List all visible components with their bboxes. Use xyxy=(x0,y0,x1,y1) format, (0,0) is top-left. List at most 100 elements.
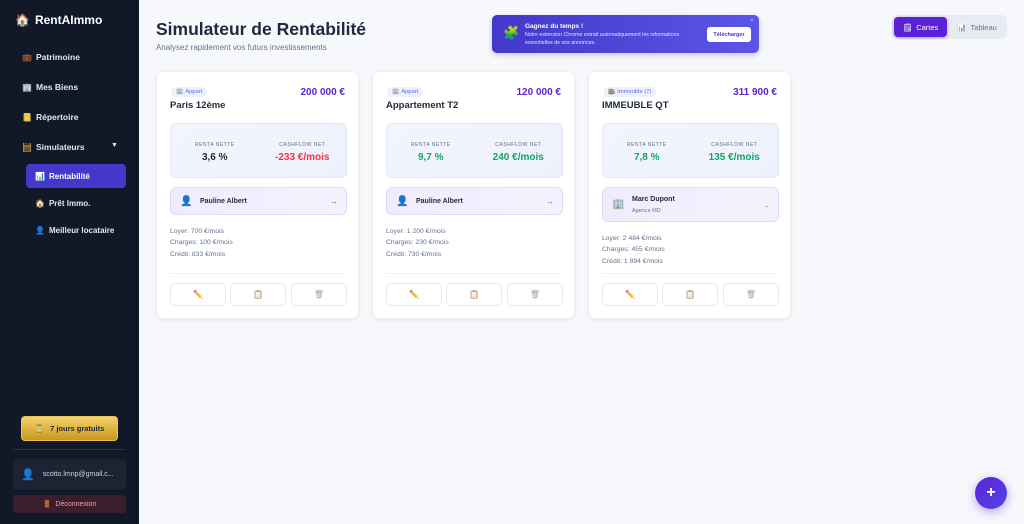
sidebar-item-label: Répertoire xyxy=(36,112,79,122)
house-icon: 🏠 xyxy=(35,198,45,208)
renta-label: RENTA NETTE xyxy=(626,142,667,148)
table-view-label: Tableau xyxy=(970,22,997,32)
door-icon: 🚪 xyxy=(42,501,52,508)
plus-icon: + xyxy=(986,484,996,501)
property-type-badge: 🏢 Appart xyxy=(171,87,208,97)
metrics-panel: RENTA NETTE 3,6 % CASHFLOW NET -233 €/mo… xyxy=(170,123,347,178)
property-type: Immeuble (7) xyxy=(617,89,652,95)
pencil-icon: ✏️ xyxy=(625,290,635,299)
user-email: scotto.lmnp@gmail.c... xyxy=(42,471,114,478)
contact-link[interactable]: 👤 Pauline Albert → xyxy=(170,187,347,215)
sidebar-item-meilleur-locataire[interactable]: 👤 Meilleur locataire xyxy=(26,218,126,242)
clipboard-icon: 📋 xyxy=(469,290,479,299)
property-type-badge: 🏢 Appart xyxy=(387,87,424,97)
renta-metric: RENTA NETTE 7,8 % xyxy=(603,124,691,177)
property-type: Appart xyxy=(401,89,419,95)
duplicate-button[interactable]: 📋 xyxy=(446,283,502,306)
briefcase-icon: 💼 xyxy=(22,52,32,62)
delete-button[interactable]: 🗑 xyxy=(291,283,347,306)
financial-details: Loyer: 1 200 €/mois Charges: 230 €/mois … xyxy=(386,226,449,260)
duplicate-button[interactable]: 📋 xyxy=(230,283,286,306)
cashflow-value: 135 €/mois xyxy=(708,152,760,163)
property-card[interactable]: 🏢 Appart 120 000 € Appartement T2 RENTA … xyxy=(372,71,575,319)
property-name: IMMEUBLE QT xyxy=(602,100,669,111)
pencil-icon: ✏️ xyxy=(409,290,419,299)
page-title: Simulateur de Rentabilité xyxy=(156,19,367,39)
property-name: Paris 12ème xyxy=(170,100,226,111)
credit: Crédit: 1 894 €/mois xyxy=(602,257,663,265)
renta-label: RENTA NETTE xyxy=(410,142,451,148)
sidebar-item-label: Patrimoine xyxy=(36,52,80,62)
close-icon[interactable]: × xyxy=(750,18,754,24)
edit-button[interactable]: ✏️ xyxy=(602,283,658,306)
free-trial-button[interactable]: ⏳ 7 jours gratuits xyxy=(21,416,118,441)
financial-details: Loyer: 2 484 €/mois Charges: 455 €/mois … xyxy=(602,233,665,267)
arrow-right-icon: → xyxy=(762,201,770,210)
cashflow-label: CASHFLOW NET xyxy=(495,142,542,148)
table-view-button[interactable]: 📊 Tableau xyxy=(951,17,1003,37)
arrow-right-icon: → xyxy=(546,197,554,206)
sidebar-item-label: Prêt Immo. xyxy=(48,198,91,208)
renta-metric: RENTA NETTE 9,7 % xyxy=(387,124,475,177)
sidebar-item-pret-immo[interactable]: 🏠 Prêt Immo. xyxy=(26,191,126,215)
building-icon: 🏬 xyxy=(608,89,616,95)
logout-button[interactable]: 🚪 Déconnexion xyxy=(13,495,126,513)
user-icon: 👤 xyxy=(35,225,45,235)
renta-label: RENTA NETTE xyxy=(194,142,235,148)
renta-metric: RENTA NETTE 3,6 % xyxy=(171,124,259,177)
card-divider xyxy=(602,273,779,274)
building-icon: 🏢 xyxy=(392,89,400,95)
contact-link[interactable]: 🏢 Marc Dupont Agence MD → xyxy=(602,187,779,222)
property-name: Appartement T2 xyxy=(386,100,459,111)
property-card[interactable]: 🏬 Immeuble (7) 311 900 € IMMEUBLE QT REN… xyxy=(588,71,791,319)
caret-down-icon[interactable]: ▼ xyxy=(111,142,118,149)
download-button[interactable]: Télécharger xyxy=(707,27,751,42)
building-icon: 🏢 xyxy=(22,82,32,92)
property-price: 311 900 € xyxy=(733,87,777,98)
sidebar-item-mes-biens[interactable]: 🏢 Mes Biens xyxy=(22,82,78,92)
puzzle-icon: 🧩 xyxy=(503,25,520,40)
clipboard-icon: 📋 xyxy=(685,290,695,299)
cashflow-value: 240 €/mois xyxy=(492,152,544,163)
clipboard-icon: 📋 xyxy=(253,290,263,299)
arrow-right-icon: → xyxy=(330,197,338,206)
charges: Charges: 230 €/mois xyxy=(386,239,449,247)
banner-text: Notre extension Chrome extrait automatiq… xyxy=(525,32,680,46)
credit: Crédit: 730 €/mois xyxy=(386,250,442,258)
sidebar: 🏠 RentAImmo 💼 Patrimoine 🏢 Mes Biens 📒 R… xyxy=(0,0,139,524)
cashflow-label: CASHFLOW NET xyxy=(279,142,326,148)
notepad-icon: 🗒 xyxy=(902,22,913,32)
notebook-icon: 📒 xyxy=(22,112,32,122)
building-icon: 🏢 xyxy=(176,89,184,95)
property-card[interactable]: 🏢 Appart 200 000 € Paris 12ème RENTA NET… xyxy=(156,71,359,319)
charges: Charges: 455 €/mois xyxy=(602,246,665,254)
trash-icon: 🗑 xyxy=(529,290,541,299)
cards-view-button[interactable]: 🗒 Cartes xyxy=(894,17,947,37)
sidebar-item-rentabilite[interactable]: 📊 Rentabilité xyxy=(26,164,126,188)
sidebar-item-label: Meilleur locataire xyxy=(48,225,115,235)
credit: Crédit: 833 €/mois xyxy=(170,250,226,258)
bar-chart-icon: 📊 xyxy=(35,171,45,181)
sidebar-item-patrimoine[interactable]: 💼 Patrimoine xyxy=(22,52,80,62)
user-account[interactable]: 👤 scotto.lmnp@gmail.c... xyxy=(13,459,126,490)
cashflow-value: -233 €/mois xyxy=(275,152,330,163)
edit-button[interactable]: ✏️ xyxy=(386,283,442,306)
contact-link[interactable]: 👤 Pauline Albert → xyxy=(386,187,563,215)
metrics-panel: RENTA NETTE 7,8 % CASHFLOW NET 135 €/moi… xyxy=(602,123,779,178)
banner-title: Gagnez du temps ! xyxy=(525,23,584,30)
extension-promo-banner: 🧩 Gagnez du temps ! Notre extension Chro… xyxy=(492,15,759,53)
delete-button[interactable]: 🗑 xyxy=(723,283,779,306)
contact-name: Marc Dupont xyxy=(632,196,675,203)
brand-logo[interactable]: 🏠 RentAImmo xyxy=(15,13,102,27)
edit-button[interactable]: ✏️ xyxy=(170,283,226,306)
sidebar-item-simulateurs[interactable]: 🧮 Simulateurs xyxy=(22,142,85,152)
abacus-icon: 🧮 xyxy=(22,142,32,152)
page-subtitle: Analysez rapidement vos futurs investiss… xyxy=(156,43,327,52)
house-icon: 🏠 xyxy=(15,13,30,27)
sidebar-item-repertoire[interactable]: 📒 Répertoire xyxy=(22,112,79,122)
trial-label: 7 jours gratuits xyxy=(50,424,105,433)
duplicate-button[interactable]: 📋 xyxy=(662,283,718,306)
add-simulation-button[interactable]: + xyxy=(975,477,1007,509)
delete-button[interactable]: 🗑 xyxy=(507,283,563,306)
trash-icon: 🗑 xyxy=(745,290,757,299)
